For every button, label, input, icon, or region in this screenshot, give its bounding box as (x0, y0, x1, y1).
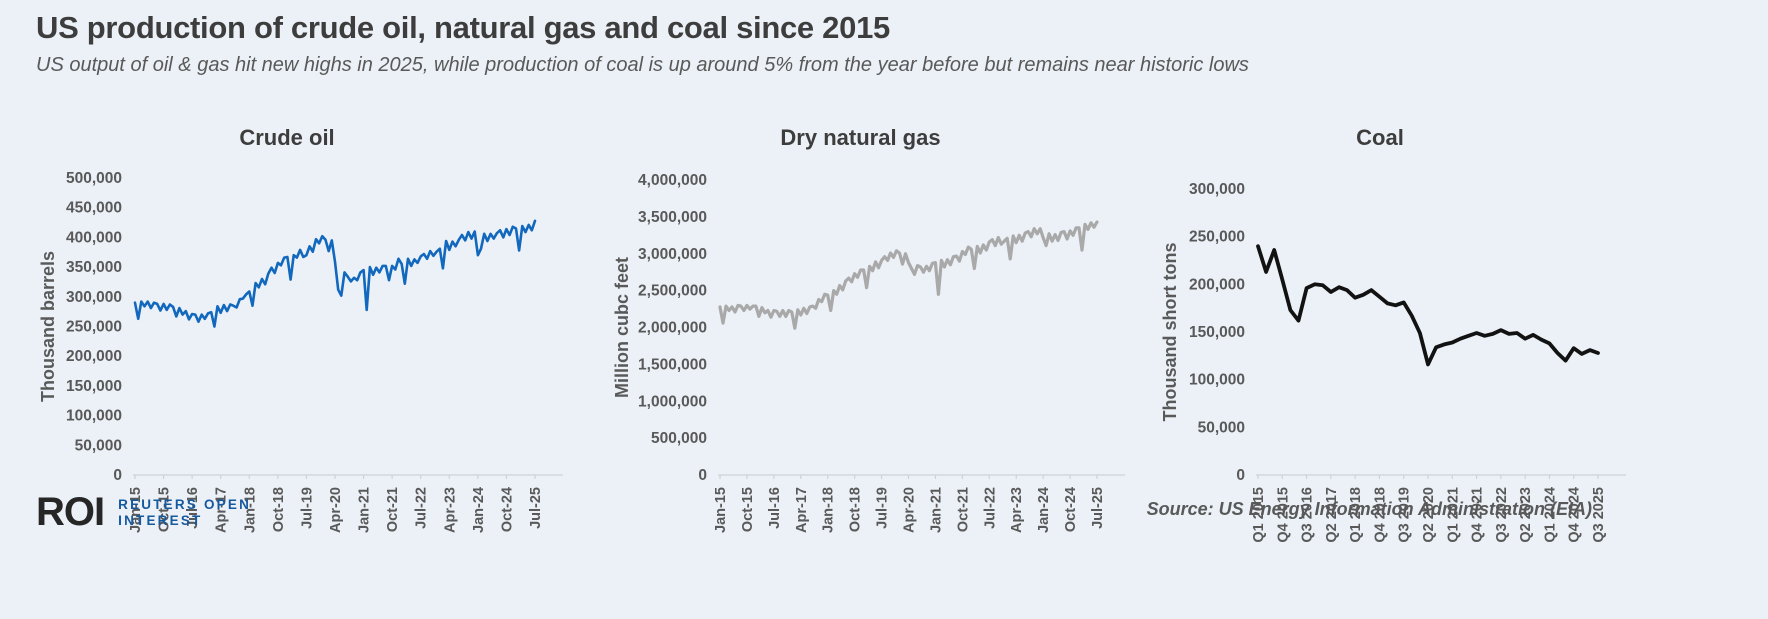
x-tick-label: Oct-15 (740, 487, 756, 532)
y-tick-label: 50,000 (1198, 419, 1245, 436)
x-tick-label: Oct-21 (385, 487, 401, 532)
x-tick-label: Jul-16 (767, 487, 783, 529)
roi-brand-line1: REUTERS OPEN (118, 497, 252, 512)
x-tick-label: Q3 2016 (1300, 487, 1316, 543)
chart-title: Crude oil (239, 125, 334, 150)
y-tick-label: 0 (698, 467, 707, 484)
x-tick-label: Jan-24 (471, 487, 487, 533)
x-tick-label: Jan-21 (357, 487, 373, 533)
series-line (1256, 244, 1600, 367)
x-tick-label: Apr-17 (214, 487, 230, 533)
x-tick-label: Q1 2024 (1542, 487, 1558, 543)
x-tick-label: Jul-19 (299, 487, 315, 529)
y-tick-label: 200,000 (1189, 276, 1245, 293)
roi-logo-brand: REUTERS OPEN INTEREST (118, 497, 251, 528)
footer: ROI REUTERS OPEN INTEREST Source: US Ene… (0, 492, 1768, 619)
y-tick-label: 1,500,000 (638, 356, 707, 373)
x-tick-label: Jan-15 (128, 487, 144, 533)
y-tick-label: 500,000 (66, 170, 122, 187)
y-tick-label: 1,000,000 (638, 393, 707, 410)
y-tick-label: 450,000 (66, 200, 122, 217)
x-tick-label: Q2 2017 (1324, 487, 1340, 543)
x-tick-label: Q2 2023 (1518, 487, 1534, 543)
x-tick-label: Apr-23 (1009, 487, 1025, 533)
y-tick-label: 2,500,000 (638, 283, 707, 300)
y-axis-label: Thousand barrels (38, 251, 58, 402)
x-tick-label: Q4 2015 (1275, 487, 1291, 543)
y-axis-label: Thousand short tons (1160, 243, 1180, 422)
x-tick-label: Jul-22 (982, 487, 998, 529)
y-tick-label: 250,000 (1189, 229, 1245, 246)
roi-logo-text: ROI (36, 490, 105, 534)
y-tick-label: 100,000 (66, 408, 122, 425)
y-tick-label: 300,000 (66, 289, 122, 306)
y-tick-label: 250,000 (66, 319, 122, 336)
series-line (133, 219, 537, 328)
x-tick-label: Q3 2022 (1494, 487, 1510, 543)
x-tick-label: Oct-24 (499, 487, 515, 532)
y-tick-label: 3,500,000 (638, 209, 707, 226)
y-tick-label: 500,000 (651, 430, 707, 447)
chart-title: Dry natural gas (780, 125, 940, 150)
x-tick-label: Jul-25 (528, 487, 544, 529)
x-tick-label: Jul-16 (185, 487, 201, 529)
page-title: US production of crude oil, natural gas … (36, 10, 890, 45)
x-tick-label: Jan-24 (1036, 487, 1052, 533)
y-tick-label: 200,000 (66, 348, 122, 365)
source-attribution: Source: US Energy Information Administra… (1146, 499, 1592, 519)
x-tick-label: Q1 2018 (1348, 487, 1364, 543)
x-tick-label: Oct-18 (271, 487, 287, 532)
y-tick-label: 150,000 (66, 378, 122, 395)
x-tick-label: Jul-19 (875, 487, 891, 529)
x-tick-label: Apr-20 (902, 487, 918, 533)
x-tick-label: Q4 2018 (1372, 487, 1388, 543)
x-tick-label: Q1 2015 (1251, 487, 1267, 543)
y-tick-label: 150,000 (1189, 324, 1245, 341)
page-subtitle: US output of oil & gas hit new highs in … (36, 54, 1249, 76)
x-tick-label: Q2 2020 (1421, 487, 1437, 543)
x-tick-label: Apr-20 (328, 487, 344, 533)
series-line (718, 220, 1099, 330)
y-tick-label: 50,000 (75, 437, 122, 454)
y-tick-label: 400,000 (66, 229, 122, 246)
coal-chart: Coal Thousand short tons 0 50,000 100,000 150… (1160, 125, 1626, 543)
x-tick-label: Oct-21 (955, 487, 971, 532)
x-tick-label: Jan-15 (713, 487, 729, 533)
x-tick-label: Jan-21 (928, 487, 944, 533)
y-tick-label: 300,000 (1189, 181, 1245, 198)
x-tick-label: Apr-23 (442, 487, 458, 533)
x-tick-label: Q1 2021 (1445, 487, 1461, 543)
header: US production of crude oil, natural gas … (36, 10, 1732, 77)
roi-brand-line2: INTEREST (118, 512, 203, 528)
y-tick-label: 4,000,000 (638, 172, 707, 189)
x-tick-label: Jan-18 (242, 487, 258, 533)
y-tick-label: 0 (1236, 467, 1245, 484)
crude-oil-chart: Crude oil Thousand barrels 0 50,000 100,000 1… (38, 125, 563, 533)
x-tick-label: Apr-17 (794, 487, 810, 533)
x-tick-label: Jul-25 (1090, 487, 1106, 529)
roi-logo: ROI REUTERS OPEN INTEREST (36, 490, 251, 534)
x-tick-label: Oct-24 (1063, 487, 1079, 532)
x-tick-label: Q3 2019 (1397, 487, 1413, 543)
x-tick-label: Jan-18 (821, 487, 837, 533)
y-tick-label: 3,000,000 (638, 246, 707, 263)
x-tick-label: Q3 2025 (1591, 487, 1607, 543)
y-tick-label: 100,000 (1189, 372, 1245, 389)
chart-title: Coal (1356, 125, 1404, 150)
y-axis-label: Million cubc feet (612, 257, 632, 398)
x-tick-label: Oct-18 (848, 487, 864, 532)
y-tick-label: 2,000,000 (638, 320, 707, 337)
x-tick-label: Q4 2024 (1567, 487, 1583, 543)
y-tick-label: 350,000 (66, 259, 122, 276)
x-tick-label: Q4 2021 (1470, 487, 1486, 543)
x-tick-label: Jul-22 (414, 487, 430, 529)
y-tick-label: 0 (113, 467, 122, 484)
x-tick-label: Oct-15 (157, 487, 173, 532)
dry-natural-gas-chart: Dry natural gas Million cubc feet 0 500,000… (612, 125, 1125, 533)
